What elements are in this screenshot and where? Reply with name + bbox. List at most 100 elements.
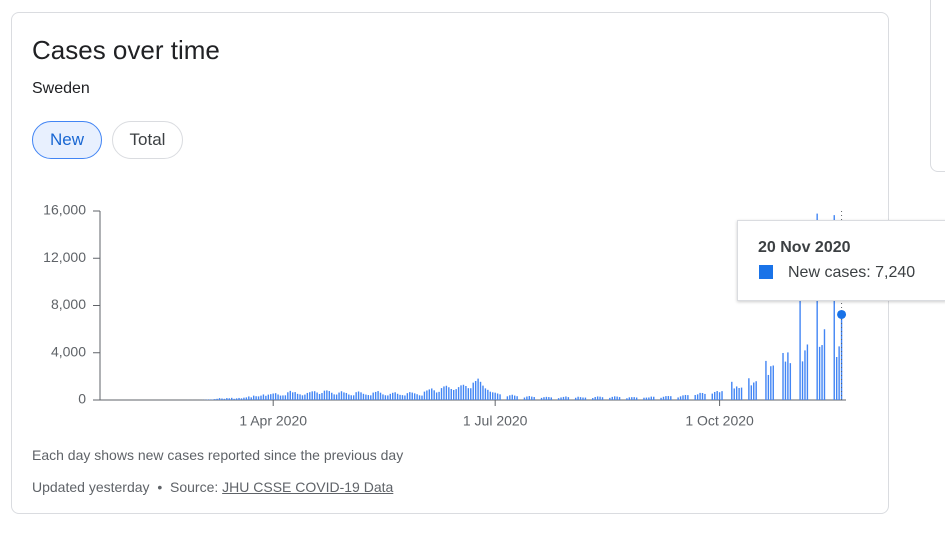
bar	[540, 397, 543, 400]
bar	[360, 392, 362, 400]
bar	[462, 384, 465, 400]
bar	[240, 398, 243, 400]
new-button[interactable]: New	[32, 121, 102, 159]
source-link[interactable]: JHU CSSE COVID-19 Data	[222, 479, 394, 495]
bar	[321, 393, 323, 400]
bar	[343, 392, 345, 400]
bar	[506, 396, 509, 400]
bar	[377, 391, 379, 400]
bar	[455, 389, 457, 400]
total-button[interactable]: Total	[112, 121, 183, 159]
bar	[379, 392, 382, 400]
bar	[287, 392, 289, 400]
bar	[421, 395, 423, 400]
bar	[714, 391, 716, 400]
bar	[662, 396, 665, 400]
bar	[340, 391, 343, 400]
tooltip-swatch	[759, 265, 773, 279]
bar	[267, 394, 270, 400]
bar	[499, 394, 501, 400]
bar	[484, 388, 487, 400]
bar	[772, 365, 774, 400]
bar	[653, 396, 655, 400]
bar	[770, 366, 772, 400]
bar	[292, 392, 294, 400]
bar	[718, 392, 721, 400]
bar	[818, 346, 821, 400]
bar	[277, 394, 279, 400]
bar	[784, 361, 787, 400]
bar	[440, 388, 443, 400]
y-tick-label: 12,000	[43, 249, 86, 265]
bar	[801, 361, 804, 400]
bar	[399, 394, 401, 400]
bar	[472, 382, 474, 400]
bar	[460, 385, 462, 400]
bar	[304, 394, 306, 400]
bar	[582, 397, 584, 400]
bar	[577, 396, 579, 400]
bar	[404, 395, 406, 400]
bar	[838, 346, 840, 400]
bar	[696, 394, 699, 400]
bar	[352, 395, 355, 400]
bar	[531, 396, 533, 400]
bar	[392, 392, 394, 400]
bar	[248, 396, 250, 400]
bar	[523, 397, 526, 400]
bar	[565, 396, 567, 400]
bar	[250, 397, 252, 400]
bar	[233, 398, 235, 400]
bar	[331, 392, 333, 400]
side-card	[930, 0, 945, 172]
x-tick-label: 1 Apr 2020	[239, 413, 307, 429]
bar	[306, 392, 309, 400]
bar	[431, 388, 433, 400]
bar	[289, 390, 291, 400]
bar	[411, 392, 413, 400]
bar	[840, 314, 843, 400]
bar	[667, 396, 670, 400]
bar	[333, 394, 335, 400]
bar	[213, 399, 216, 400]
bar	[753, 382, 755, 400]
bar	[426, 390, 428, 400]
bar	[704, 393, 706, 400]
bar	[765, 360, 767, 400]
bar	[735, 386, 738, 400]
bar	[260, 395, 262, 400]
bar	[806, 344, 809, 400]
bar	[465, 386, 467, 400]
bar	[516, 396, 518, 400]
bar	[384, 395, 387, 400]
bar	[684, 394, 687, 400]
footer: Updated yesterday • Source: JHU CSSE COV…	[32, 479, 393, 495]
bar	[370, 395, 372, 400]
bar	[614, 396, 616, 400]
bar	[626, 398, 628, 400]
bar	[438, 391, 440, 400]
bar	[396, 393, 399, 400]
bar	[401, 395, 404, 400]
bar	[221, 398, 223, 400]
note: Each day shows new cases reported since …	[32, 447, 404, 463]
bar	[711, 393, 713, 400]
bar	[362, 393, 365, 400]
source-label: Source:	[170, 479, 219, 495]
bar	[731, 381, 733, 400]
bar	[279, 395, 282, 400]
bar	[767, 374, 770, 400]
bar	[316, 392, 318, 400]
bar	[799, 269, 801, 400]
bar	[492, 392, 494, 400]
bar	[694, 395, 696, 400]
bar	[428, 389, 431, 400]
bar	[687, 395, 689, 400]
bar	[453, 389, 455, 400]
bar	[816, 213, 818, 400]
bar	[313, 391, 316, 400]
bar	[209, 399, 211, 400]
bar	[474, 380, 477, 400]
bar	[804, 350, 806, 400]
